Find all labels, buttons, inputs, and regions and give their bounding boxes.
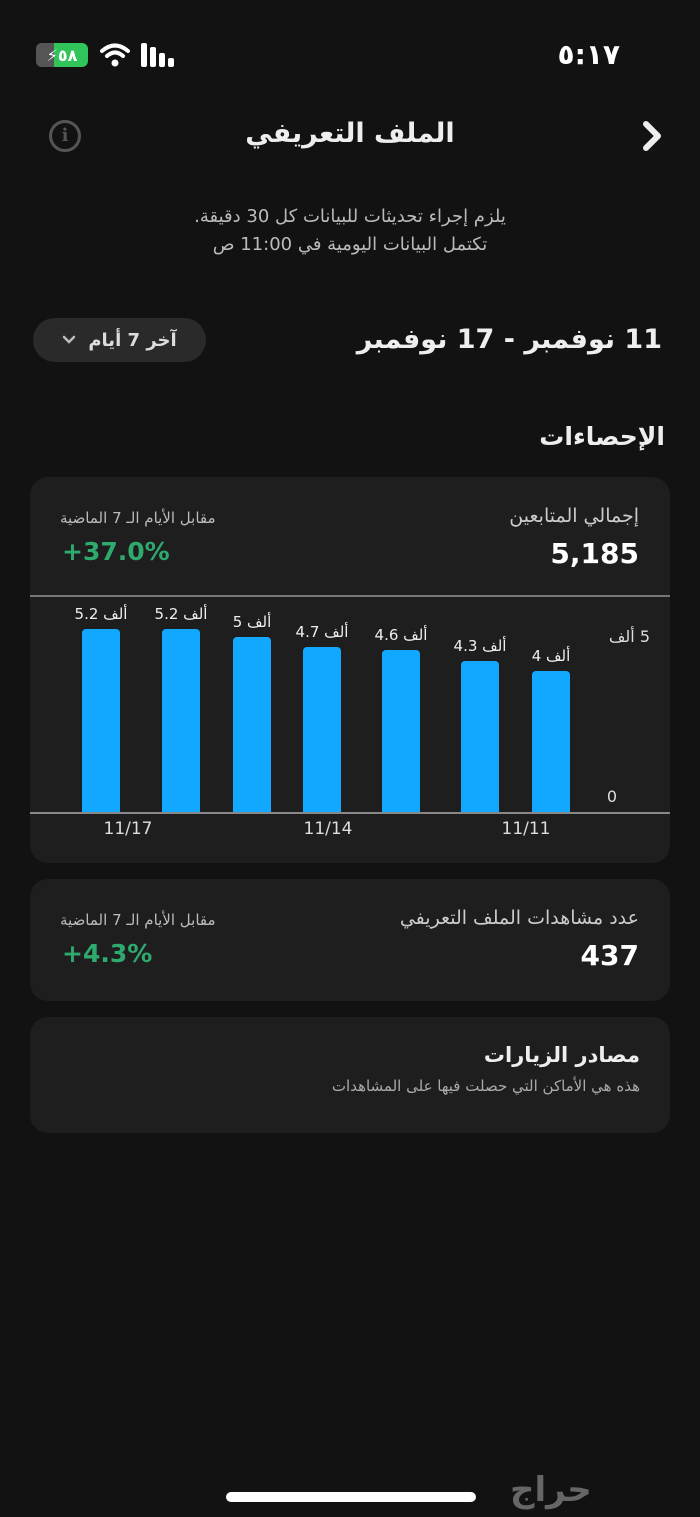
chart-bar (162, 629, 200, 812)
x-axis-tick: 11/11 (501, 819, 551, 839)
chart-bar (382, 650, 420, 812)
followers-compare-label: مقابل الأيام الـ 7 الماضية (60, 509, 216, 527)
cellular-signal-icon (141, 43, 174, 67)
date-range-picker[interactable]: آخر 7 أيام (33, 318, 206, 362)
watermark-logo: حراج (510, 1470, 592, 1510)
notice-line-1: يلزم إجراء تحديثات للبيانات كل 30 دقيقة. (194, 206, 506, 227)
date-range: 11 نوفمبر - 17 نوفمبر (356, 324, 662, 355)
x-axis-tick: 11/17 (103, 819, 153, 839)
views-compare-value: +4.3% (62, 939, 153, 968)
bar-value-label: 4.6 ألف (374, 626, 428, 644)
chart-bar (461, 661, 499, 812)
x-axis-tick: 11/14 (303, 819, 353, 839)
traffic-sources-card[interactable]: مصادر الزيارات هذه هي الأماكن التي حصلت … (30, 1017, 670, 1133)
bar-value-label: 5.2 ألف (74, 605, 128, 623)
info-icon[interactable]: i (49, 120, 81, 152)
home-indicator[interactable] (226, 1492, 476, 1502)
page-title: الملف التعريفي (245, 118, 455, 149)
followers-value: 5,185 (550, 537, 639, 570)
bar-value-label: 4.3 ألف (453, 637, 507, 655)
followers-label: إجمالي المتابعين (509, 505, 639, 527)
y-axis-tick: 5 ألف (608, 627, 650, 646)
nav-bar: i الملف التعريفي (0, 110, 700, 166)
chart-bar (303, 647, 341, 812)
bar-value-label: 5 ألف (232, 613, 272, 631)
views-compare-label: مقابل الأيام الـ 7 الماضية (60, 911, 216, 929)
followers-compare-value: +37.0% (62, 537, 170, 566)
date-row: 11 نوفمبر - 17 نوفمبر آخر 7 أيام (33, 318, 662, 364)
views-value: 437 (580, 939, 639, 972)
followers-bar-chart: 5.2 ألف 5.2 ألف 5 ألف 4.7 ألف 4.6 ألف 4.… (30, 595, 670, 839)
battery-icon: ⚡ ٥٨ (36, 43, 88, 67)
sources-title: مصادر الزيارات (483, 1043, 640, 1067)
bar-value-label: 4.7 ألف (295, 623, 349, 641)
chevron-right-icon[interactable] (632, 116, 668, 156)
chart-bar (82, 629, 120, 812)
bar-value-label: 4 ألف (531, 647, 571, 665)
chart-baseline (30, 812, 670, 814)
followers-card[interactable]: إجمالي المتابعين 5,185 مقابل الأيام الـ … (30, 477, 670, 863)
range-picker-label: آخر 7 أيام (88, 329, 177, 351)
y-axis-tick: 0 (606, 787, 617, 806)
chevron-down-icon (63, 335, 76, 344)
status-bar: ⚡ ٥٨ ٥:١٧ (0, 0, 700, 100)
profile-views-card[interactable]: عدد مشاهدات الملف التعريفي 437 مقابل الأ… (30, 879, 670, 1001)
views-label: عدد مشاهدات الملف التعريفي (399, 907, 639, 929)
update-notice: يلزم إجراء تحديثات للبيانات كل 30 دقيقة.… (100, 203, 600, 259)
sources-subtitle: هذه هي الأماكن التي حصلت فيها على المشاه… (331, 1077, 640, 1095)
chart-bar (233, 637, 271, 812)
status-time: ٥:١٧ (557, 38, 620, 71)
bar-value-label: 5.2 ألف (154, 605, 208, 623)
battery-level: ٥٨ (57, 45, 78, 65)
section-title: الإحصاءات (539, 422, 665, 451)
notice-line-2: تكتمل البيانات اليومية في 11:00 ص (212, 234, 488, 255)
chart-bar (532, 671, 570, 812)
wifi-icon (100, 43, 130, 67)
